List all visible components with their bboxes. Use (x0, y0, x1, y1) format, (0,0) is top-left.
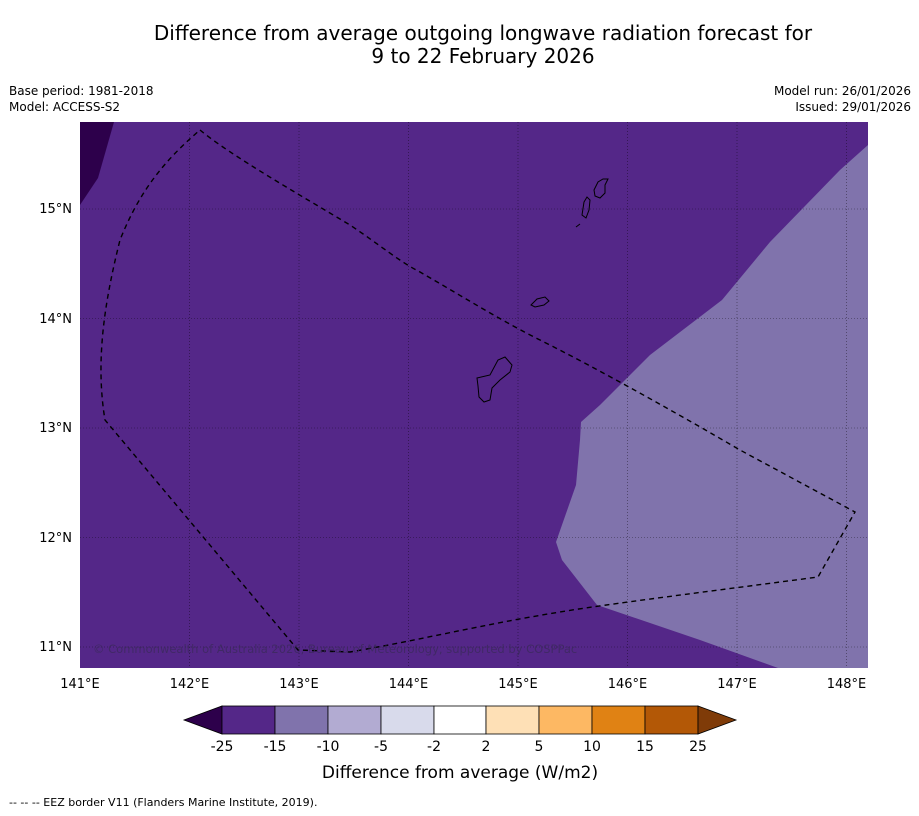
colorbar: -25 -15 -10 -5 -2 2 5 10 15 25 Differenc… (182, 705, 738, 783)
lon-tick-144: 144°E (389, 677, 429, 692)
chart-title: Difference from average outgoing longwav… (0, 22, 919, 68)
colorbar-label-m25: -25 (211, 739, 234, 755)
colorbar-extend-low (182, 705, 223, 735)
lon-tick-148: 148°E (827, 677, 867, 692)
lat-tick-12: 12°N (39, 531, 72, 546)
anomaly-region-medium-purple (556, 145, 868, 668)
lon-tick-142: 142°E (170, 677, 210, 692)
colorbar-label-m2: -2 (427, 739, 441, 755)
colorbar-extend-high (697, 705, 738, 735)
lat-tick-11: 11°N (39, 640, 72, 655)
saipan-island (593, 178, 609, 199)
longitude-ticks: 141°E 142°E 143°E 144°E 145°E 146°E 147°… (60, 677, 866, 692)
tinian-island (581, 196, 591, 219)
lon-tick-143: 143°E (279, 677, 319, 692)
colorbar-bin-7 (538, 705, 593, 735)
map-area: © Commonwealth of Australia 2026, Bureau… (80, 122, 868, 668)
issued-date: Issued: 29/01/2026 (795, 100, 911, 114)
colorbar-bin-8 (591, 705, 646, 735)
colorbar-label-p5: 5 (535, 739, 544, 755)
colorbar-bin-1 (221, 705, 276, 735)
rota-island (530, 296, 550, 308)
lon-tick-147: 147°E (717, 677, 757, 692)
meta-right: Model run: 26/01/2026 Issued: 29/01/2026 (774, 83, 911, 115)
colorbar-label-m10: -10 (317, 739, 340, 755)
lat-tick-13: 13°N (39, 421, 72, 436)
title-line-1: Difference from average outgoing longwav… (153, 21, 813, 45)
model-run: Model run: 26/01/2026 (773, 84, 911, 98)
guam-island (476, 356, 513, 403)
colorbar-label-p25: 25 (689, 739, 707, 755)
aguijan-island (575, 223, 581, 228)
lon-tick-146: 146°E (608, 677, 648, 692)
colorbar-bin-2 (274, 705, 329, 735)
colorbar-label-p2: 2 (482, 739, 491, 755)
colorbar-title: Difference from average (W/m2) (322, 763, 598, 783)
colorbar-label-p10: 10 (583, 739, 601, 755)
meta-left: Base period: 1981-2018 Model: ACCESS-S2 (9, 83, 154, 115)
colorbar-label-p15: 15 (636, 739, 654, 755)
lon-tick-145: 145°E (498, 677, 538, 692)
latitude-ticks: 15°N 14°N 13°N 12°N 11°N (39, 202, 72, 655)
eez-legend: -- -- -- EEZ border V11 (Flanders Marine… (9, 796, 318, 809)
lon-tick-141: 141°E (60, 677, 100, 692)
base-period: Base period: 1981-2018 (9, 84, 154, 98)
colorbar-bin-9 (644, 705, 699, 735)
lat-tick-15: 15°N (39, 202, 72, 217)
anomaly-region-very-dark-purple (80, 122, 114, 205)
colorbar-label-m5: -5 (374, 739, 388, 755)
model-name: Model: ACCESS-S2 (9, 100, 121, 114)
copyright-text: © Commonwealth of Australia 2026, Bureau… (93, 642, 577, 656)
grid-lines (80, 122, 868, 668)
title-line-2: 9 to 22 February 2026 (371, 44, 595, 68)
colorbar-bin-4 (380, 705, 435, 735)
colorbar-bin-5 (433, 705, 487, 735)
colorbar-bin-3 (327, 705, 382, 735)
colorbar-bin-6 (485, 705, 540, 735)
lat-tick-14: 14°N (39, 312, 72, 327)
colorbar-label-m15: -15 (264, 739, 287, 755)
